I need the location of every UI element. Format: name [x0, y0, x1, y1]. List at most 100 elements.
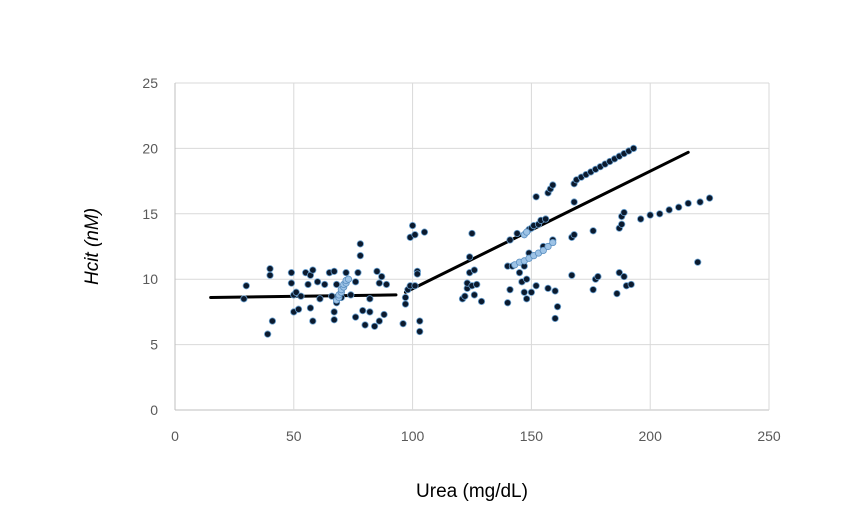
data-point — [504, 299, 512, 307]
data-point — [375, 279, 383, 287]
data-point — [347, 291, 355, 299]
data-point — [694, 258, 702, 266]
data-point — [549, 238, 557, 247]
x-tick-label: 250 — [757, 428, 781, 444]
x-tick-label: 50 — [286, 428, 302, 444]
data-point — [242, 282, 250, 290]
y-tick-label: 15 — [142, 206, 158, 222]
data-point — [589, 227, 597, 235]
y-tick-label: 25 — [142, 75, 158, 91]
data-point — [356, 252, 364, 260]
gridlines — [174, 82, 770, 411]
data-point — [366, 295, 374, 303]
data-point — [544, 284, 552, 292]
data-point — [366, 308, 374, 316]
data-point — [477, 297, 486, 306]
data-point — [375, 317, 383, 325]
data-point — [264, 330, 272, 338]
data-point — [401, 300, 410, 308]
data-point — [515, 269, 524, 277]
data-point — [675, 203, 683, 211]
data-point — [292, 288, 300, 296]
data-point — [618, 220, 626, 228]
data-point — [544, 242, 552, 251]
y-tick-label: 0 — [150, 402, 158, 418]
data-point — [416, 327, 424, 336]
data-point — [373, 267, 381, 275]
data-point — [665, 206, 673, 214]
data-point — [466, 253, 474, 261]
data-point — [411, 282, 419, 290]
data-point — [532, 193, 540, 201]
x-tick-label: 200 — [639, 428, 663, 444]
data-point — [506, 236, 514, 244]
x-tick-label: 150 — [520, 428, 544, 444]
data-point — [542, 215, 550, 223]
data-point — [549, 181, 557, 189]
x-tick-label: 100 — [401, 428, 425, 444]
data-point — [656, 210, 664, 218]
y-axis-title: Hcit (nM) — [82, 208, 103, 285]
data-point — [378, 272, 386, 281]
x-tick-label: 0 — [171, 428, 179, 444]
data-point — [570, 231, 578, 239]
data-point — [539, 246, 547, 255]
data-point — [240, 295, 248, 303]
data-point — [551, 314, 559, 323]
data-point — [266, 265, 274, 273]
data-point — [613, 289, 621, 298]
data-point — [506, 286, 514, 294]
data-point — [684, 199, 692, 207]
data-point — [380, 310, 388, 319]
data-point — [468, 229, 476, 238]
data-point — [342, 269, 350, 277]
data-point — [615, 269, 623, 277]
data-point — [629, 144, 638, 152]
data-point — [330, 316, 338, 324]
data-point — [523, 295, 531, 303]
data-point — [321, 280, 329, 289]
data-point — [594, 272, 602, 281]
x-axis-title: Urea (mg/dL) — [416, 481, 528, 502]
data-point — [297, 292, 305, 300]
data-point — [411, 231, 419, 239]
data-point — [696, 198, 704, 206]
data-point — [309, 266, 317, 274]
data-point — [354, 269, 362, 277]
y-tick-label: 20 — [142, 140, 158, 156]
data-point — [705, 194, 714, 202]
data-point — [473, 280, 481, 289]
data-point — [351, 313, 360, 321]
data-point — [570, 198, 578, 206]
data-point — [328, 292, 336, 300]
trend-lines — [209, 150, 690, 300]
data-point — [620, 208, 628, 217]
data-point — [401, 293, 410, 302]
data-point — [637, 215, 645, 223]
y-tick-label: 10 — [142, 271, 158, 287]
data-point — [527, 288, 536, 296]
data-point — [553, 303, 562, 311]
data-point — [470, 291, 478, 299]
data-point — [309, 317, 317, 325]
y-tick-label: 5 — [150, 337, 158, 353]
data-point — [359, 306, 367, 315]
data-point — [399, 320, 407, 328]
data-point — [351, 278, 360, 286]
data-point — [361, 321, 369, 329]
y-axis-tick-labels: 0 5 10 15 20 25 — [142, 75, 158, 418]
data-point — [513, 229, 521, 238]
data-point — [646, 211, 654, 219]
data-point — [523, 228, 531, 236]
data-point — [306, 304, 315, 312]
data-point — [304, 280, 312, 289]
data-point — [330, 267, 338, 275]
data-point — [589, 286, 597, 294]
data-point — [313, 278, 322, 286]
data-points — [240, 144, 714, 338]
data-point — [408, 221, 417, 230]
data-point — [413, 270, 421, 278]
data-point — [287, 269, 296, 277]
data-point — [382, 280, 391, 289]
data-point — [461, 292, 469, 300]
